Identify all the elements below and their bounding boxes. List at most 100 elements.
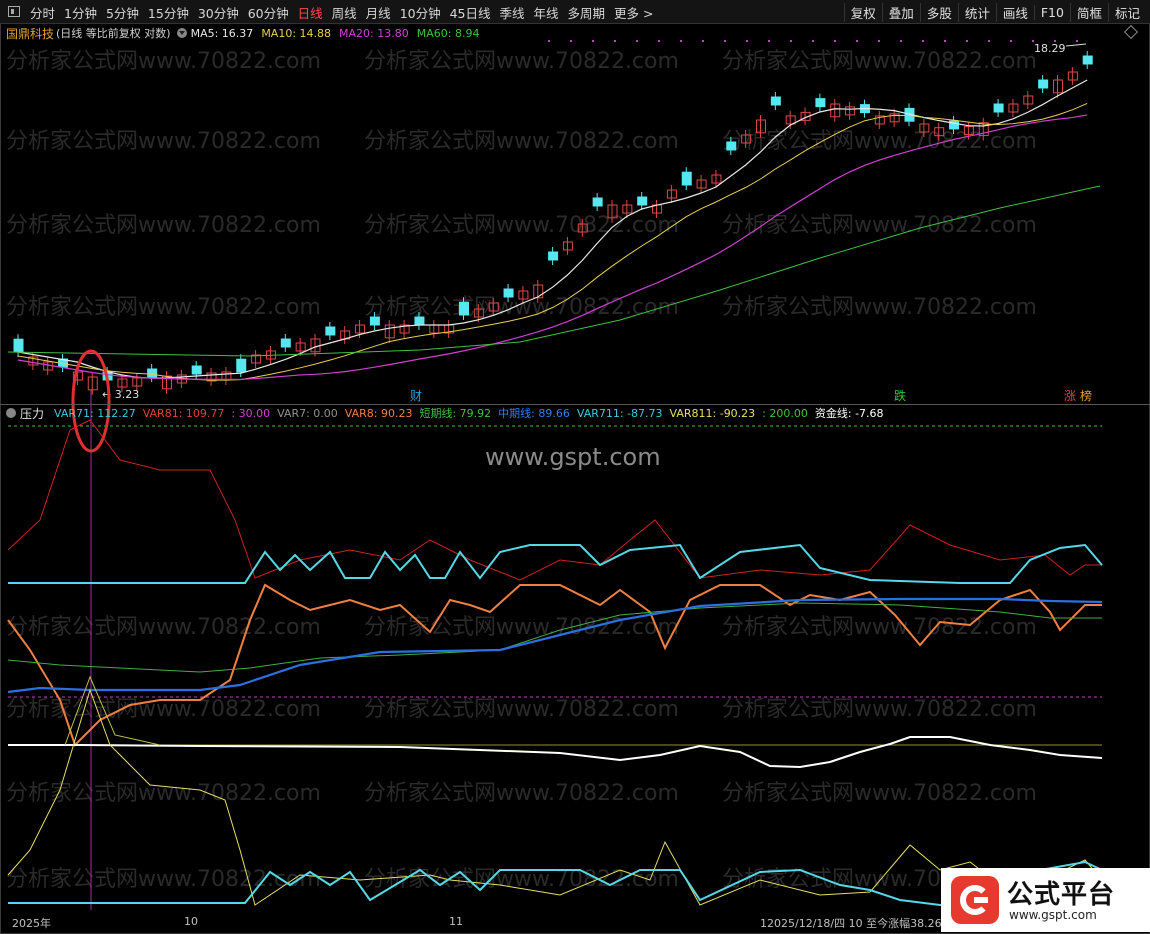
candle	[562, 241, 573, 251]
tool-button-0[interactable]: 复权	[843, 2, 882, 22]
time-label-year: 2025年	[12, 917, 51, 930]
ma-label-0: MA5: 16.37	[190, 26, 254, 40]
panel-toggle-icon[interactable]	[8, 6, 20, 17]
short-term-line	[7, 602, 1102, 673]
panel-divider[interactable]	[0, 404, 1150, 405]
candle	[845, 106, 856, 116]
time-label-nov: 11	[449, 915, 463, 928]
candle	[592, 197, 603, 207]
tab-11[interactable]: 季线	[499, 5, 525, 21]
indicator-value-1: VAR81: 109.77	[142, 407, 225, 420]
indicator-value-2: : 30.00	[231, 407, 271, 420]
candle	[1008, 103, 1019, 113]
candle	[459, 301, 469, 316]
candle	[993, 103, 1004, 113]
candle	[577, 223, 588, 233]
tool-button-5[interactable]: F10	[1033, 4, 1070, 20]
tab-14[interactable]: 更多 >	[614, 5, 654, 21]
top-dot	[834, 40, 836, 42]
candle	[919, 123, 930, 133]
tab-0[interactable]: 分时	[30, 5, 56, 21]
tab-7[interactable]: 周线	[331, 5, 357, 21]
tool-button-4[interactable]: 画线	[995, 2, 1034, 22]
top-dot	[658, 40, 660, 42]
high-price-arrow	[1065, 43, 1087, 47]
tab-10[interactable]: 45日线	[449, 5, 491, 21]
candle	[1082, 55, 1093, 65]
candle	[1067, 71, 1078, 81]
tab-12[interactable]: 年线	[533, 5, 559, 21]
ma-label-3: MA60: 8.94	[416, 26, 480, 40]
watermark-text: 分析家公式网www.70822.com	[6, 781, 321, 806]
candle	[548, 251, 559, 261]
ma20-line	[17, 114, 1088, 381]
watermark-text: 分析家公式网www.70822.com	[6, 295, 321, 320]
watermark-text: 分析家公式网www.70822.com	[6, 615, 321, 640]
candle	[607, 204, 618, 219]
tool-button-2[interactable]: 多股	[919, 2, 958, 22]
candle	[696, 179, 707, 189]
var81-line	[7, 419, 1102, 581]
event-marker-0: 财	[410, 389, 422, 403]
stock-name[interactable]: 国鼎科技	[6, 26, 55, 41]
var8-line	[7, 583, 1102, 747]
tab-3[interactable]: 15分钟	[147, 5, 189, 21]
tab-2[interactable]: 5分钟	[105, 5, 139, 21]
candle	[1023, 95, 1034, 105]
top-dot	[1054, 40, 1056, 42]
tab-5[interactable]: 60分钟	[247, 5, 289, 21]
top-dot	[746, 40, 748, 42]
candle	[681, 171, 692, 186]
tool-button-1[interactable]: 叠加	[881, 2, 920, 22]
watermark-text: 分析家公式网www.70822.com	[6, 49, 321, 74]
tab-13[interactable]: 多周期	[567, 5, 606, 21]
candle	[147, 368, 158, 378]
tab-6[interactable]: 日线	[297, 5, 323, 21]
ma5-line	[17, 79, 1088, 379]
candle	[533, 284, 544, 299]
tab-8[interactable]: 月线	[365, 5, 391, 21]
tool-button-7[interactable]: 标记	[1107, 2, 1146, 22]
top-dot	[636, 40, 638, 42]
top-dot	[812, 40, 814, 42]
watermark-text: 分析家公式网www.70822.com	[722, 295, 1037, 320]
top-dot	[614, 40, 616, 42]
ma60-line	[7, 185, 1101, 357]
indicator-value-7: VAR711: -87.73	[576, 407, 663, 420]
candle	[72, 371, 83, 381]
candle	[295, 342, 306, 352]
watermark-text: 分析家公式网www.70822.com	[722, 213, 1037, 238]
tool-button-6[interactable]: 简框	[1069, 2, 1108, 22]
candle	[13, 338, 24, 353]
candle	[28, 356, 39, 366]
candle	[503, 288, 514, 298]
indicator-value-10: 资金线: -7.68	[814, 407, 884, 420]
candle	[236, 358, 247, 373]
candle	[726, 141, 737, 151]
watermark-text: 分析家公式网www.70822.com	[364, 697, 679, 722]
top-dot	[702, 40, 704, 42]
tool-button-3[interactable]: 统计	[957, 2, 996, 22]
indicator-name[interactable]: 压力	[20, 406, 45, 421]
badge-title: 公式平台	[1007, 880, 1116, 910]
tab-1[interactable]: 1分钟	[64, 5, 97, 21]
tab-9[interactable]: 10分钟	[399, 5, 441, 21]
var811-line	[7, 688, 1103, 906]
tab-4[interactable]: 30分钟	[197, 5, 239, 21]
main-chart-header: 国鼎科技 (日线 等比前复权 对数) MA5: 16.37 MA10: 14.88…	[6, 25, 487, 41]
high-price-label: 18.29	[1034, 42, 1066, 55]
candle	[355, 324, 366, 334]
ma-settings-icon[interactable]	[176, 28, 187, 38]
ma-legend: MA5: 16.37 MA10: 14.88 MA20: 13.80 MA60: 8.…	[191, 27, 488, 40]
top-dot	[856, 40, 858, 42]
var7-peak-line	[64, 675, 161, 746]
candle	[830, 103, 841, 118]
watermark-text: 分析家公式网www.70822.com	[364, 213, 679, 238]
candle	[963, 126, 974, 136]
watermark-text: 分析家公式网www.70822.com	[364, 49, 679, 74]
indicator-settings-icon[interactable]	[6, 408, 16, 418]
top-dot	[790, 40, 792, 42]
watermark-text: 分析家公式网www.70822.com	[6, 867, 321, 892]
gspt-logo-icon	[951, 876, 999, 924]
